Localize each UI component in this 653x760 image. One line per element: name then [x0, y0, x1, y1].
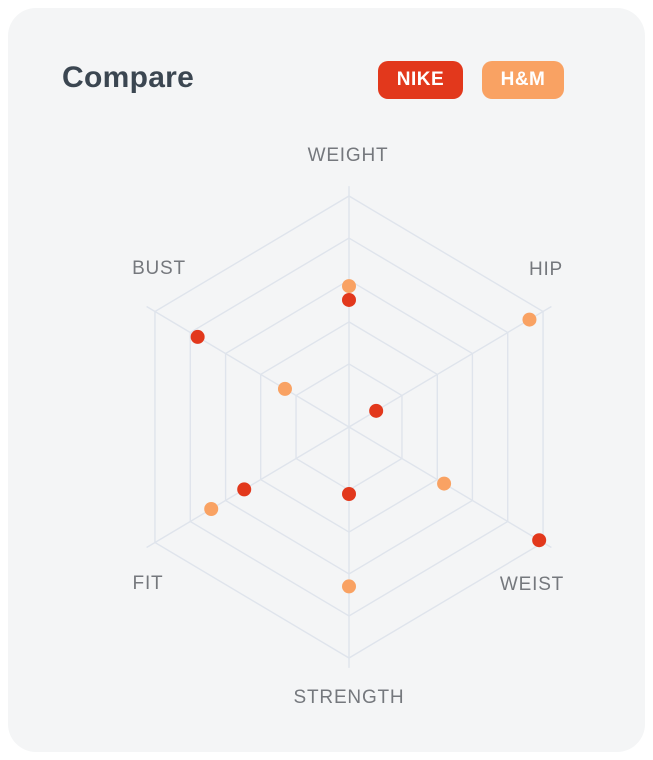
- axis-label-hip: HIP: [528, 259, 564, 280]
- dot-nike-weight: [342, 292, 356, 307]
- dot-hm-hip: [522, 312, 537, 327]
- dot-hm-weist: [437, 476, 452, 491]
- axis-label-weight: WEIGHT: [307, 145, 389, 166]
- dot-nike-fit: [237, 482, 252, 497]
- dot-hm-bust: [277, 381, 292, 396]
- page-title: Compare: [62, 61, 195, 94]
- compare-card: [8, 8, 645, 752]
- dot-hm-weight: [342, 279, 356, 294]
- axis-spoke-bust: [146, 305, 350, 428]
- dot-nike-bust: [190, 329, 205, 344]
- axis-spoke-hip: [348, 305, 552, 428]
- legend-badge-nike[interactable]: NIKE: [378, 61, 463, 99]
- dot-nike-hip: [369, 403, 384, 418]
- legend: NIKE H&M: [378, 61, 564, 99]
- axis-label-bust: BUST: [132, 258, 186, 279]
- axis-label-fit: FIT: [132, 573, 164, 594]
- dot-hm-fit: [204, 502, 219, 517]
- axis-label-strength: STRENGTH: [293, 687, 405, 708]
- dot-hm-strength: [342, 579, 356, 594]
- dot-nike-strength: [342, 486, 356, 501]
- axis-label-weist: WEIST: [499, 574, 565, 595]
- legend-badge-hm[interactable]: H&M: [482, 61, 564, 99]
- axis-spoke-weist: [348, 426, 552, 549]
- dot-nike-weist: [532, 533, 547, 548]
